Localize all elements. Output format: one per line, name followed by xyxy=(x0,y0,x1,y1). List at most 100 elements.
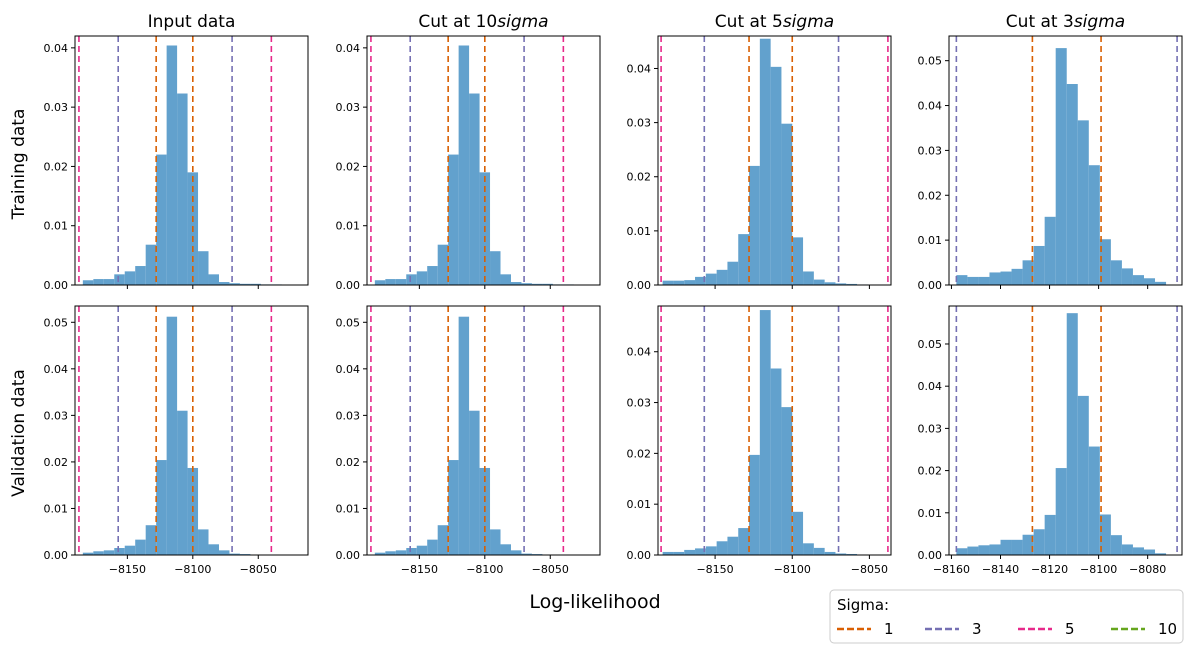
histogram-bar xyxy=(177,410,188,555)
histogram-bar xyxy=(803,543,814,555)
histogram-bar xyxy=(500,544,511,555)
histogram-bar xyxy=(956,548,968,555)
y-tick-label: 0.02 xyxy=(918,465,943,478)
histogram-bar xyxy=(395,279,407,285)
histogram-bar xyxy=(166,316,178,555)
histogram-bar xyxy=(124,271,136,285)
y-tick-label: 0.01 xyxy=(44,220,69,233)
y-tick-label: 0.04 xyxy=(918,380,943,393)
histogram-bar xyxy=(1055,48,1067,285)
panel-0-2: 0.00 0.01 0.02 0.03 0.04 Cut at 5sigma xyxy=(627,12,892,292)
histogram-bar xyxy=(448,154,459,285)
x-tick-label: −8100 xyxy=(174,563,211,576)
histogram-bar xyxy=(705,546,717,555)
histogram-bar xyxy=(716,541,728,555)
y-tick-label: 0.05 xyxy=(918,338,943,351)
axes-frame xyxy=(948,35,1183,286)
histogram-bar xyxy=(521,553,532,555)
histogram-bar xyxy=(749,454,760,555)
y-tick-label: 0.02 xyxy=(627,447,652,460)
y-tick-label: 0.04 xyxy=(627,62,652,75)
legend-entry-5: 5 xyxy=(1018,620,1075,638)
histogram-bar xyxy=(124,545,136,555)
histogram-bar xyxy=(198,251,209,285)
legend-entry-1: 1 xyxy=(837,620,894,638)
y-tick-label: 0.01 xyxy=(918,507,943,520)
histogram-bar xyxy=(662,551,674,555)
y-tick-label: 0.00 xyxy=(44,549,69,562)
x-tick-label: −8150 xyxy=(696,563,733,576)
histogram-bar xyxy=(716,269,728,285)
histogram-bar xyxy=(385,279,396,285)
histogram-bar xyxy=(684,549,696,555)
legend-entries: 1 3 5 10 xyxy=(837,620,1177,638)
y-tick-label: 0.01 xyxy=(336,220,361,233)
y-tick-label: 0.02 xyxy=(336,160,361,173)
histogram-bar xyxy=(93,551,104,555)
histogram-bar xyxy=(500,274,511,285)
y-tick-label: 0.05 xyxy=(44,316,69,329)
y-tick-label: 0.02 xyxy=(918,189,943,202)
legend-entry-10: 10 xyxy=(1111,620,1177,638)
panel-1-1: 0.00 0.01 0.02 0.03 0.04 0.05 −8150 −8100 −8050 xyxy=(336,305,601,576)
x-axis-label: Log-likelihood xyxy=(529,591,660,613)
y-tick-label: 0.03 xyxy=(336,409,361,422)
histogram-bar xyxy=(406,274,417,285)
axes-frame xyxy=(366,35,601,286)
panel-title: Input data xyxy=(148,12,236,32)
panel-title: Cut at 5sigma xyxy=(715,12,834,32)
histogram-bar xyxy=(1110,535,1122,555)
axes-frame xyxy=(74,305,309,556)
x-tick-label: −8050 xyxy=(532,563,569,576)
histogram-bar xyxy=(705,273,717,285)
histogram-bar xyxy=(1143,278,1156,285)
histogram-bar xyxy=(385,551,396,555)
x-tick-label: −8100 xyxy=(774,563,811,576)
legend-entry-3: 3 xyxy=(925,620,982,638)
histogram-bar xyxy=(1155,281,1167,285)
histogram-bar xyxy=(695,276,706,285)
histogram-bar xyxy=(229,553,240,555)
panel-0-1: 0.00 0.01 0.02 0.03 0.04 Cut at 10sigma xyxy=(336,12,601,292)
x-tick-label: −8120 xyxy=(1031,563,1068,576)
histogram-bar xyxy=(156,460,167,555)
x-tick-label: −8100 xyxy=(1080,563,1117,576)
histogram-bar xyxy=(813,547,825,555)
histogram-bar xyxy=(1066,313,1078,555)
histogram-bar xyxy=(218,282,230,285)
histogram-bar xyxy=(1011,268,1023,285)
histogram-bar xyxy=(208,544,219,555)
histogram-bar xyxy=(824,282,836,285)
histogram-bar xyxy=(989,272,1001,285)
histogram-bar xyxy=(1033,245,1045,285)
y-tick-label: 0.04 xyxy=(44,42,69,55)
histogram-bar xyxy=(177,93,188,285)
y-tick-label: 0.03 xyxy=(627,397,652,410)
axes-frame xyxy=(366,305,601,556)
histogram-bar xyxy=(427,266,438,285)
histogram-bar xyxy=(792,237,804,285)
row-label-validation: Validation data xyxy=(9,369,29,497)
y-tick-label: 0.04 xyxy=(44,363,69,376)
histogram-bar xyxy=(967,546,979,555)
histogram-bar xyxy=(1044,514,1056,555)
y-tick-label: 0.05 xyxy=(336,316,361,329)
legend-label: 3 xyxy=(972,620,982,638)
histogram-bar xyxy=(770,368,782,555)
histogram-bar xyxy=(416,545,428,555)
histogram-bar xyxy=(166,45,178,285)
y-tick-label: 0.00 xyxy=(918,279,943,292)
histogram-bar xyxy=(490,529,501,555)
histogram-bar xyxy=(967,276,979,285)
histogram-bar xyxy=(792,511,804,555)
histogram-bar xyxy=(673,551,685,555)
histogram-bar xyxy=(82,552,94,555)
histogram-bar xyxy=(835,553,847,555)
histogram-bar xyxy=(1110,260,1122,285)
y-tick-label: 0.00 xyxy=(336,549,361,562)
histogram-bar xyxy=(727,261,739,285)
histogram-bar xyxy=(521,283,532,285)
y-tick-label: 0.00 xyxy=(336,279,361,292)
histogram-bar xyxy=(93,279,104,285)
histogram-bar xyxy=(103,279,115,285)
